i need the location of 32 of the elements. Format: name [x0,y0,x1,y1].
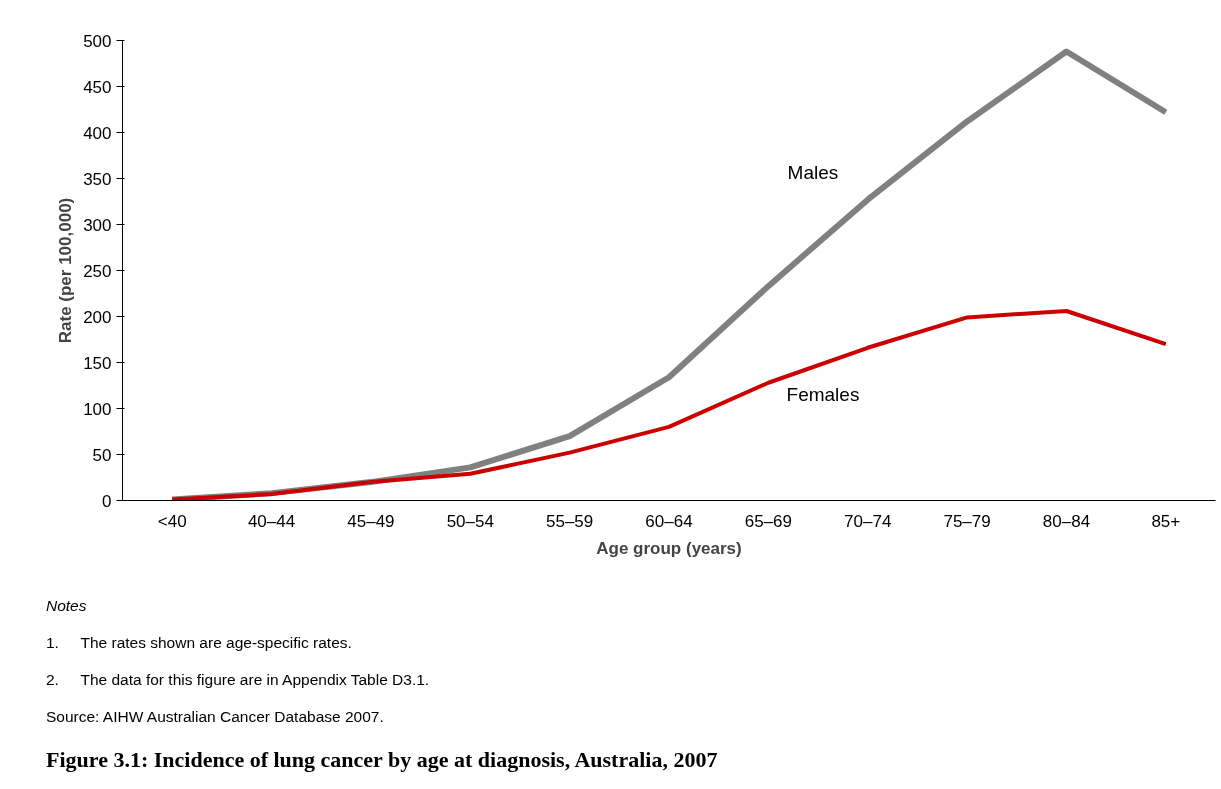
x-tick-label: 75–79 [943,511,991,531]
x-tick-label: 80–84 [1042,511,1091,531]
y-axis-title: Rate (per 100,000) [56,197,76,344]
x-tick-label: 85+ [1151,511,1181,531]
y-tick-label: 250 [83,261,112,281]
text: 1. The rates shown are age-specific rates. [46,633,353,654]
x-tick-label: 50–54 [446,511,494,531]
y-tick-label: 300 [83,215,112,235]
x-tick-label: 55–59 [546,511,594,531]
y-tick-label: 400 [83,123,112,143]
x-tick-label: 60–64 [645,511,693,531]
y-tick-label: 450 [83,77,112,97]
y-tick-label: 350 [83,169,112,189]
y-tick-label: 500 [83,31,112,51]
x-axis-title: Age group (years) [596,538,742,558]
text: Figure 3.1: Incidence of lung cancer by age at diagnosis, Australia, 2007 [46,745,718,774]
text: 2. The data for this figure are in Appendix Table D3.1. [46,670,431,691]
x-tick-label: 65–69 [744,511,793,531]
y-tick-label: 200 [83,307,112,327]
series-label: Females [786,384,860,406]
source-note: Source: AIHW Australian Cancer Database 2007. [46,707,385,728]
x-tick-label: 40–44 [247,511,296,531]
y-tick-label: 0 [102,491,112,511]
x-tick-label: 70–74 [844,511,892,531]
y-tick-label: 150 [83,353,112,373]
series-label: Males [787,161,839,183]
y-tick-label: 50 [92,445,112,465]
y-tick-label: 100 [83,399,112,419]
x-tick-label: 45–49 [347,511,395,531]
x-tick-label: <40 [157,511,187,531]
line-series [170,308,1168,501]
text: Notes [46,596,88,616]
